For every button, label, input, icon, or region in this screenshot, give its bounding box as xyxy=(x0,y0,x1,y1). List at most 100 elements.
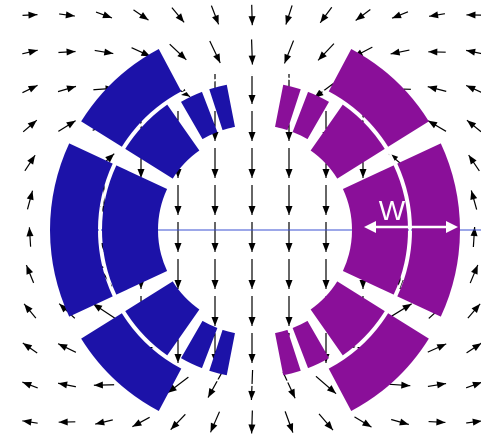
arrow-head xyxy=(211,243,219,252)
arrow-head xyxy=(322,280,330,289)
width-label: W xyxy=(379,195,406,226)
arrow-head xyxy=(436,418,446,426)
coil-block xyxy=(328,313,429,412)
coil-block xyxy=(209,84,235,131)
coil-block xyxy=(292,91,329,140)
arrow-head xyxy=(285,169,293,178)
arrow-head xyxy=(248,169,256,178)
arrow-head xyxy=(428,48,438,56)
arrow-head xyxy=(399,418,409,426)
layer-boundary xyxy=(99,74,411,386)
arrow-head xyxy=(285,280,293,289)
arrow-head xyxy=(248,354,256,363)
arrow-head xyxy=(472,418,481,426)
arrow-head xyxy=(427,120,438,129)
arrow-head xyxy=(95,418,105,426)
arrow-head xyxy=(285,132,293,141)
arrow-head xyxy=(177,51,187,60)
arrow-head xyxy=(285,206,293,215)
arrow-head xyxy=(208,388,216,398)
arrow-head xyxy=(471,264,478,275)
arrow-head xyxy=(286,422,294,433)
arrow-head xyxy=(355,12,365,21)
arrow-head xyxy=(170,420,180,430)
arrow-head xyxy=(59,303,69,313)
arrow-head xyxy=(248,95,256,104)
arrow-head xyxy=(174,354,182,363)
arrow-head xyxy=(390,48,401,56)
arrow-head xyxy=(471,343,481,351)
arrow-head xyxy=(248,317,256,326)
arrow-head xyxy=(211,132,219,141)
arrow-head xyxy=(322,243,330,252)
arrow-head xyxy=(137,169,145,178)
arrow-head xyxy=(93,381,103,389)
arrow-head xyxy=(318,51,327,61)
arrow-head xyxy=(472,381,481,389)
coil-block xyxy=(328,48,429,147)
arrow-head xyxy=(66,48,76,56)
arrow-head xyxy=(285,317,293,326)
arrow-head xyxy=(401,381,411,389)
arrow-head xyxy=(427,85,438,93)
width-marker: W xyxy=(364,195,458,233)
arrow-head xyxy=(248,206,256,215)
arrow-head xyxy=(466,85,476,93)
arrow-head xyxy=(470,190,478,201)
arrow-head xyxy=(466,120,477,129)
arrow-head xyxy=(320,13,329,23)
arrow-head xyxy=(446,221,458,233)
arrow-head xyxy=(180,88,191,97)
arrow-head xyxy=(103,48,114,56)
arrow-head xyxy=(27,120,37,129)
arrow-head xyxy=(211,280,219,289)
arrow-head xyxy=(211,169,219,178)
coil-block xyxy=(310,281,385,356)
arrow-head xyxy=(436,343,447,351)
arrow-head xyxy=(66,120,76,129)
coil-block xyxy=(81,48,182,147)
arrow-head xyxy=(66,85,76,93)
arrow-head xyxy=(22,418,32,426)
arrow-head xyxy=(326,385,337,394)
arrow-head xyxy=(466,48,476,56)
coil-block xyxy=(49,143,113,317)
arrow-head xyxy=(364,221,376,233)
arrow-head xyxy=(284,53,292,64)
arrow-head xyxy=(285,243,293,252)
arrow-head xyxy=(468,155,477,165)
arrow-head xyxy=(211,317,219,326)
coil-block xyxy=(209,329,235,376)
arrow-head xyxy=(102,11,112,19)
arrow-head xyxy=(65,11,75,19)
arrow-head xyxy=(140,49,151,57)
coil-block xyxy=(81,313,182,412)
arrow-head xyxy=(105,153,115,163)
arrow-head xyxy=(248,390,256,400)
arrow-head xyxy=(93,303,103,312)
arrow-head xyxy=(248,280,256,289)
arrow-head xyxy=(248,16,256,26)
arrow-head xyxy=(26,227,34,237)
arrow-head xyxy=(324,421,333,431)
arrow-head xyxy=(211,206,219,215)
coil-block xyxy=(275,329,301,376)
arrow-head xyxy=(22,382,32,389)
coil-block xyxy=(181,91,218,140)
arrow-head xyxy=(248,132,256,141)
arrow-head xyxy=(22,343,33,352)
arrow-head xyxy=(175,13,185,23)
arrow-head xyxy=(27,155,36,165)
arrow-head xyxy=(470,227,478,237)
arrow-head xyxy=(24,303,33,314)
arrow-head xyxy=(359,280,367,289)
arrow-head xyxy=(288,388,296,399)
arrow-head xyxy=(248,424,256,434)
coil-block xyxy=(125,281,200,356)
coil-block xyxy=(397,143,460,317)
arrow-head xyxy=(402,303,412,312)
arrow-head xyxy=(212,14,219,25)
arrow-head xyxy=(359,169,367,178)
arrow-head xyxy=(248,55,256,65)
